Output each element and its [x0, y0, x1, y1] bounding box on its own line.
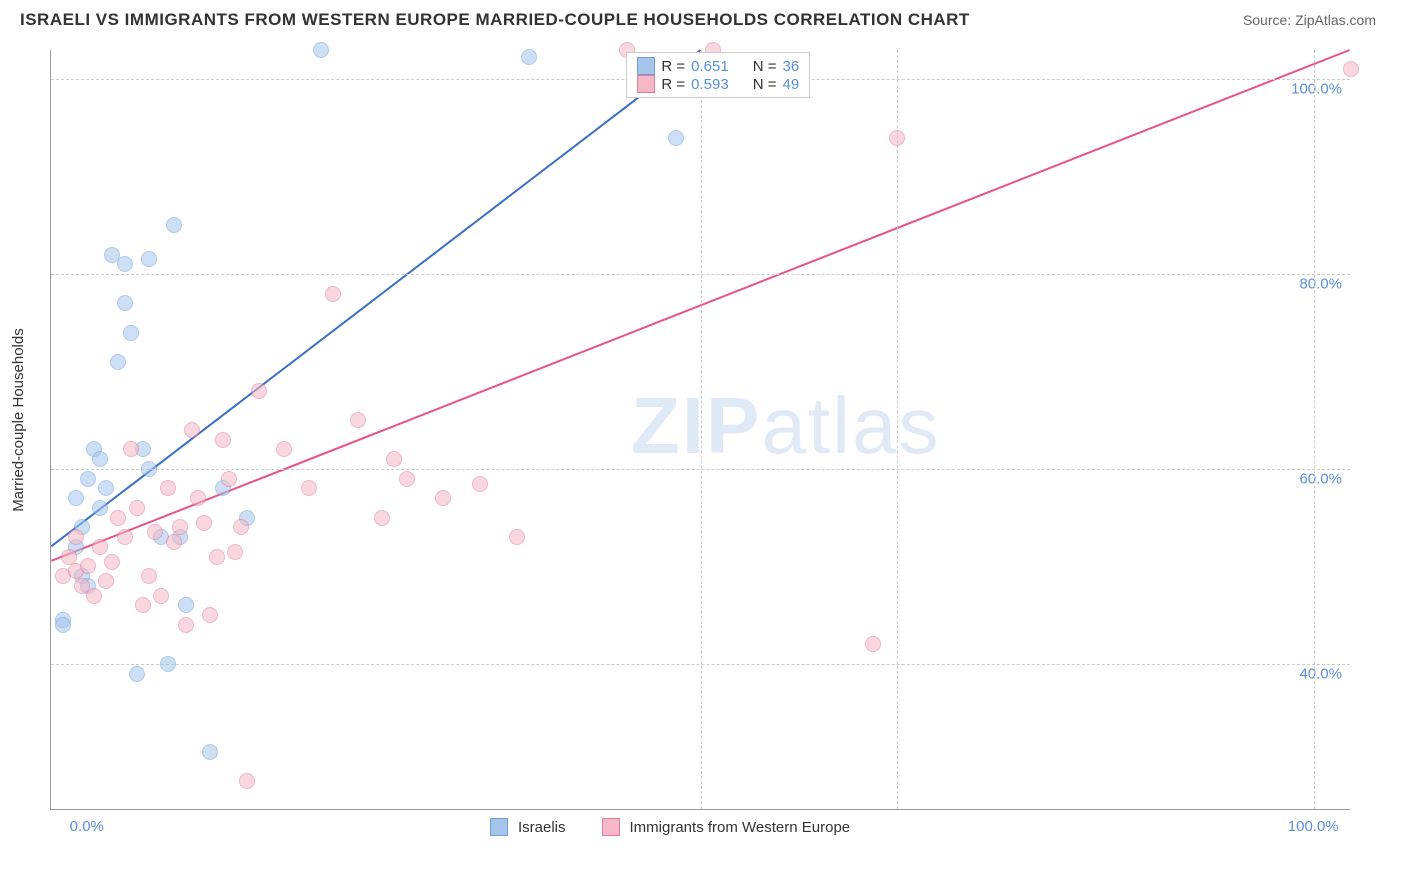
gridline-v [1314, 50, 1315, 809]
scatter-point [141, 251, 157, 267]
scatter-point [221, 471, 237, 487]
chart-title: ISRAELI VS IMMIGRANTS FROM WESTERN EUROP… [20, 10, 970, 30]
scatter-point [889, 130, 905, 146]
scatter-point [301, 480, 317, 496]
scatter-point [184, 422, 200, 438]
legend-r-label: R = [661, 76, 685, 93]
legend-r-value: 0.651 [691, 58, 729, 75]
x-tick-label: 0.0% [70, 818, 104, 835]
scatter-point [153, 588, 169, 604]
watermark: ZIPatlas [631, 380, 940, 472]
scatter-point [68, 529, 84, 545]
y-tick-label: 100.0% [1291, 81, 1342, 98]
scatter-point [276, 441, 292, 457]
scatter-point [123, 325, 139, 341]
scatter-point [521, 49, 537, 65]
scatter-point [110, 510, 126, 526]
scatter-point [1343, 61, 1359, 77]
scatter-point [251, 383, 267, 399]
scatter-point [141, 461, 157, 477]
scatter-point [166, 534, 182, 550]
legend-swatch [637, 57, 655, 75]
scatter-point [104, 554, 120, 570]
scatter-point [178, 617, 194, 633]
scatter-point [239, 773, 255, 789]
scatter-point [202, 607, 218, 623]
scatter-point [386, 451, 402, 467]
scatter-point [227, 544, 243, 560]
scatter-point [509, 529, 525, 545]
gridline-v [701, 50, 702, 809]
source-attribution: Source: ZipAtlas.com [1243, 12, 1376, 28]
scatter-point [123, 441, 139, 457]
scatter-point [435, 490, 451, 506]
scatter-point [160, 480, 176, 496]
scatter-point [233, 519, 249, 535]
scatter-point [98, 573, 114, 589]
scatter-point [55, 617, 71, 633]
scatter-point [668, 130, 684, 146]
legend-row: R = 0.651 N = 36 [637, 57, 799, 75]
scatter-point [110, 354, 126, 370]
correlation-legend: R = 0.651 N = 36 R = 0.593 N = 49 [626, 52, 810, 98]
scatter-point [117, 295, 133, 311]
y-tick-label: 60.0% [1299, 470, 1342, 487]
scatter-point [141, 568, 157, 584]
y-axis-title: Married-couple Households [10, 328, 27, 511]
legend-n-label: N = [753, 58, 777, 75]
scatter-point [178, 597, 194, 613]
y-tick-label: 80.0% [1299, 276, 1342, 293]
scatter-point [98, 480, 114, 496]
scatter-point [325, 286, 341, 302]
scatter-point [92, 451, 108, 467]
scatter-point [209, 549, 225, 565]
legend-swatch [490, 818, 508, 836]
y-tick-label: 40.0% [1299, 665, 1342, 682]
scatter-point [61, 549, 77, 565]
scatter-point [399, 471, 415, 487]
scatter-chart: ZIPatlas 40.0% 60.0% 80.0% 100.0% [50, 50, 1350, 810]
scatter-point [86, 588, 102, 604]
legend-n-value: 49 [782, 76, 799, 93]
scatter-point [160, 656, 176, 672]
scatter-point [129, 500, 145, 516]
x-tick-label: 100.0% [1288, 818, 1339, 835]
scatter-point [117, 256, 133, 272]
legend-r-value: 0.593 [691, 76, 729, 93]
legend-series-label: Immigrants from Western Europe [630, 819, 851, 836]
scatter-point [80, 558, 96, 574]
scatter-point [190, 490, 206, 506]
gridline-v [897, 50, 898, 809]
legend-swatch [637, 75, 655, 93]
scatter-point [472, 476, 488, 492]
scatter-point [166, 217, 182, 233]
legend-r-label: R = [661, 58, 685, 75]
scatter-point [350, 412, 366, 428]
series-legend: Israelis Immigrants from Western Europe [490, 818, 876, 836]
legend-series-label: Israelis [518, 819, 566, 836]
scatter-point [313, 42, 329, 58]
scatter-point [68, 490, 84, 506]
scatter-point [92, 539, 108, 555]
scatter-point [202, 744, 218, 760]
scatter-point [196, 515, 212, 531]
scatter-point [147, 524, 163, 540]
legend-row: R = 0.593 N = 49 [637, 75, 799, 93]
scatter-point [92, 500, 108, 516]
legend-n-value: 36 [782, 58, 799, 75]
scatter-point [129, 666, 145, 682]
header: ISRAELI VS IMMIGRANTS FROM WESTERN EUROP… [0, 0, 1406, 40]
legend-n-label: N = [753, 76, 777, 93]
scatter-point [135, 597, 151, 613]
scatter-point [172, 519, 188, 535]
scatter-point [865, 636, 881, 652]
scatter-point [215, 432, 231, 448]
scatter-point [80, 471, 96, 487]
scatter-point [374, 510, 390, 526]
scatter-point [117, 529, 133, 545]
legend-swatch [602, 818, 620, 836]
